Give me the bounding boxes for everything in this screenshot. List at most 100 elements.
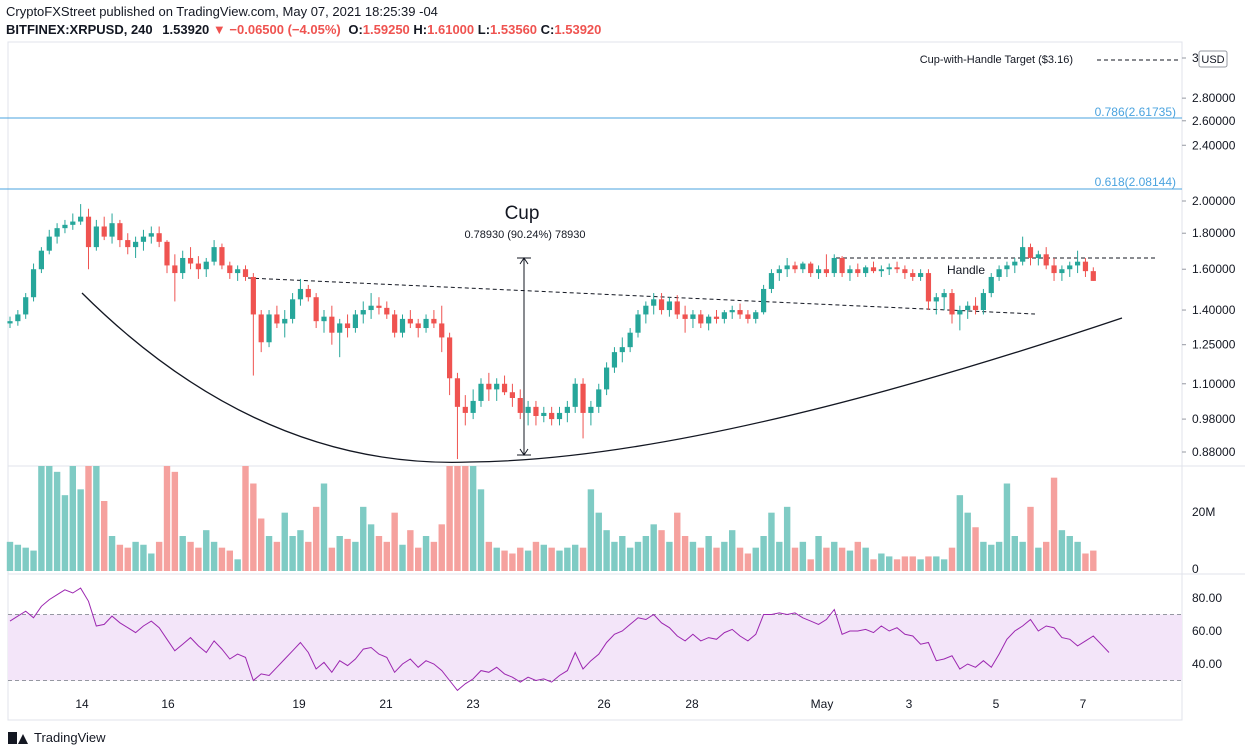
price-tick-label: 1.25000: [1192, 338, 1236, 352]
volume-bar: [729, 530, 736, 571]
candle-body: [368, 305, 374, 311]
volume-bar: [218, 547, 226, 571]
volume-bar: [242, 466, 249, 571]
candle-body: [337, 323, 343, 333]
candle-body: [1027, 247, 1034, 258]
volume-bar: [940, 559, 948, 571]
candle-body: [894, 267, 900, 270]
price-tick-label: 1.10000: [1192, 377, 1236, 391]
volume-bar: [116, 544, 124, 571]
candle-body: [290, 299, 296, 319]
volume-bar: [108, 536, 116, 571]
volume-bar: [532, 541, 540, 571]
volume-bars: [6, 466, 1097, 571]
volume-bar: [886, 556, 893, 571]
volume-bar: [38, 466, 45, 571]
candle-body: [737, 310, 743, 315]
time-tick-label: 21: [379, 697, 393, 711]
candle-body: [721, 312, 727, 319]
fib-786-label: 0.786(2.61735): [1095, 105, 1176, 119]
candle-body: [62, 224, 68, 229]
candle-body: [847, 269, 853, 274]
volume-bar: [171, 471, 179, 571]
candle-body: [117, 223, 123, 241]
candle-body: [1051, 265, 1057, 274]
handle-label: Handle: [947, 263, 985, 277]
candle-body: [815, 269, 822, 274]
price-change: −0.06500 (−4.05%): [229, 22, 341, 37]
volume-bar: [187, 541, 194, 571]
time-tick-label: 28: [685, 697, 699, 711]
candle-body: [933, 297, 939, 302]
footer-brand[interactable]: TradingView: [8, 730, 106, 745]
volume-bar: [956, 495, 964, 571]
candle-body: [399, 318, 406, 333]
volume-bar: [234, 559, 241, 571]
volume-bar: [901, 556, 909, 571]
volume-bar: [995, 541, 1003, 571]
candle-body: [784, 265, 790, 270]
volume-bar: [548, 547, 555, 571]
volume-bar: [1050, 477, 1058, 571]
volume-bar: [799, 541, 807, 571]
annotation-labels: Cup 0.78930 (90.24%) 78930 Handle Cup-wi…: [464, 54, 1176, 277]
volume-bar: [517, 547, 524, 571]
low-value: 1.53560: [490, 22, 538, 37]
volume-bar: [579, 547, 587, 571]
volume-bar: [344, 538, 351, 571]
candle-body: [902, 269, 908, 274]
volume-bar: [352, 541, 359, 571]
volume-bar: [124, 547, 131, 571]
candle-body: [352, 314, 358, 329]
candle-body: [242, 269, 249, 277]
volume-bar: [399, 544, 406, 571]
volume-bar: [619, 536, 626, 571]
volume-bar: [320, 483, 328, 571]
candle-body: [376, 305, 382, 308]
volume-bar: [893, 559, 901, 571]
price-tick-label: 3: [1192, 51, 1199, 65]
volume-tick-label: 0: [1192, 562, 1199, 576]
candle-body: [753, 312, 759, 319]
volume-bar: [1043, 541, 1050, 571]
rsi-line: [9, 587, 1110, 692]
cup-measure-label: 0.78930 (90.24%) 78930: [464, 229, 585, 241]
candle-body: [988, 276, 994, 294]
candle-body: [1067, 265, 1073, 270]
volume-bar: [650, 524, 657, 571]
candle-body: [423, 318, 429, 329]
volume-bar: [721, 541, 728, 571]
time-tick-label: 23: [466, 697, 480, 711]
candle-body: [1082, 261, 1089, 272]
low-label: L:: [477, 22, 491, 37]
volume-bar: [1003, 483, 1011, 571]
volume-bar: [305, 541, 312, 571]
time-tick-label: 5: [993, 697, 1000, 711]
volume-bar: [1027, 506, 1034, 571]
volume-bar: [226, 550, 233, 571]
candle-body: [729, 310, 735, 313]
volume-bar: [297, 530, 304, 571]
volume-bar: [878, 553, 885, 571]
volume-bar: [948, 547, 956, 571]
volume-bar: [462, 466, 469, 571]
candle-body: [761, 288, 767, 313]
volume-bar: [289, 536, 296, 571]
candle-body: [258, 314, 264, 343]
candle-body: [651, 299, 657, 306]
volume-bar: [203, 530, 210, 571]
currency-badge[interactable]: USD: [1198, 50, 1228, 68]
volume-bar: [823, 547, 830, 571]
candle-body: [878, 269, 884, 272]
price-tick-label: 2.80000: [1192, 91, 1236, 105]
time-tick-label: 26: [597, 697, 611, 711]
candle-body: [1004, 265, 1010, 270]
volume-bar: [391, 512, 398, 571]
symbol-name[interactable]: BITFINEX:XRPUSD, 240: [6, 22, 153, 37]
volume-bar: [917, 559, 924, 571]
volume-bar: [744, 553, 752, 571]
candle-body: [941, 293, 947, 298]
candle-body: [541, 412, 547, 416]
volume-bar: [862, 547, 869, 571]
